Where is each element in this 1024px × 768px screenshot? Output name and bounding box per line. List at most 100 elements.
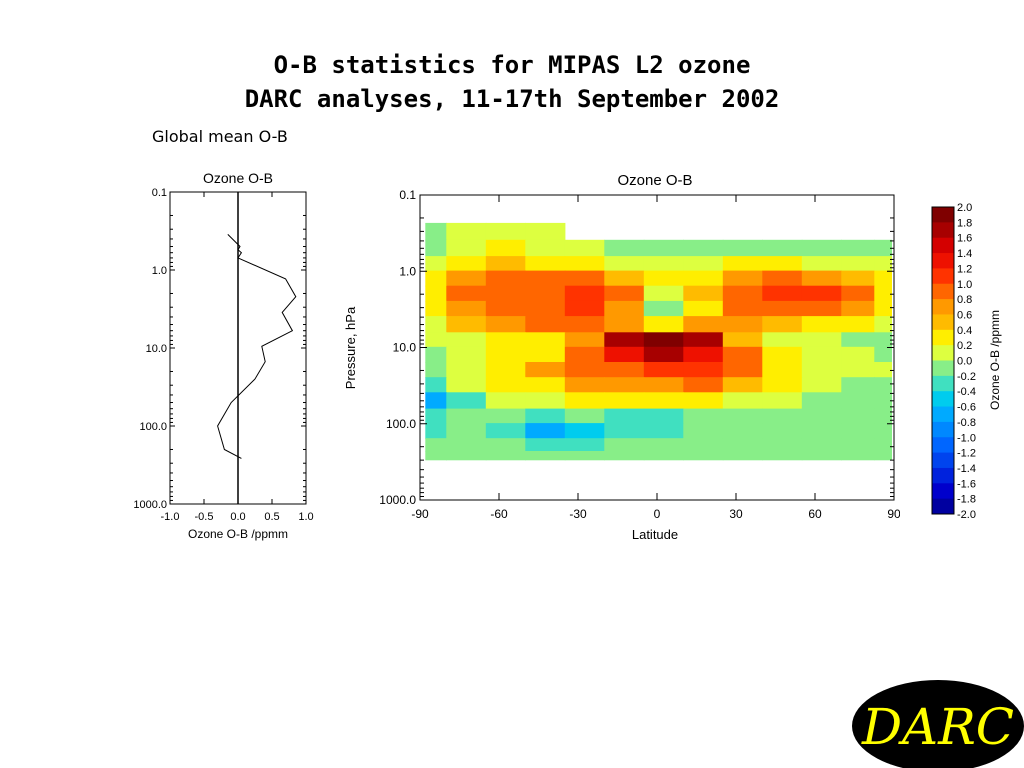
heatmap-cell	[485, 316, 526, 333]
heatmap-cell	[564, 423, 605, 439]
heatmap-cell	[874, 300, 892, 317]
heatmap-cell	[801, 285, 842, 302]
colorbar-tick-label: -1.4	[957, 463, 976, 475]
heatmap-cell	[525, 316, 566, 333]
heatmap-cells	[425, 222, 892, 461]
heatmap-cell	[446, 256, 487, 272]
heatmap-cell	[722, 316, 763, 333]
heatmap-cell	[762, 423, 803, 439]
profile-x-tick-label: -0.5	[195, 511, 214, 523]
heatmap-cell	[485, 222, 526, 241]
heatmap-cell	[485, 239, 526, 257]
colorbar-swatch	[932, 299, 954, 315]
colorbar-tick-label: 1.0	[957, 279, 972, 291]
colorbar-swatch	[932, 406, 954, 423]
heatmap-x-axis: -90 -60 -30 0 30 60 90	[411, 195, 900, 521]
heatmap-cell	[683, 392, 724, 410]
heatmap-cell	[874, 377, 892, 393]
heatmap-x-tick-label: 0	[654, 507, 661, 521]
heatmap-cell	[801, 362, 842, 378]
heatmap-cell	[801, 423, 842, 439]
heatmap-cell	[604, 256, 645, 272]
heatmap-cell	[446, 300, 487, 317]
heatmap-cell	[874, 332, 892, 348]
colorbar-tick-label: 1.2	[957, 263, 972, 275]
colorbar-tick-label: -0.2	[957, 371, 976, 383]
heatmap-cell	[643, 239, 684, 257]
colorbar-swatch	[932, 314, 954, 331]
profile-chart: Ozone O-B 0.1 1.0 10.0 100.0 1000.0 -1.0 -0.5…	[133, 170, 314, 541]
heatmap-cell	[683, 270, 724, 287]
heatmap-cell	[841, 346, 875, 363]
colorbar-tick-label: -0.8	[957, 417, 976, 429]
heatmap-cell	[762, 438, 803, 452]
heatmap-cell	[874, 346, 892, 363]
heatmap-cell	[446, 362, 487, 378]
heatmap-cell	[446, 239, 487, 257]
heatmap-cell	[604, 451, 645, 461]
heatmap-cell	[762, 346, 803, 363]
heatmap-cell	[604, 408, 645, 424]
heatmap-cell	[604, 270, 645, 287]
heatmap-cell	[525, 256, 566, 272]
heatmap-cell	[485, 256, 526, 272]
colorbar-tick-label: 0.6	[957, 310, 972, 322]
heatmap-cell	[841, 451, 875, 461]
profile-x-axis: -1.0 -0.5 0.0 0.5 1.0	[161, 192, 314, 523]
heatmap-cell	[425, 346, 447, 363]
colorbar-tick-label: 0.8	[957, 294, 972, 306]
heatmap-cell	[683, 332, 724, 348]
heatmap-cell	[604, 239, 645, 257]
heatmap-cell	[762, 392, 803, 410]
heatmap-cell	[604, 285, 645, 302]
heatmap-cell	[801, 316, 842, 333]
heatmap-cell	[446, 451, 487, 461]
colorbar-tick-label: -2.0	[957, 509, 976, 521]
heatmap-cell	[762, 270, 803, 287]
heatmap-cell	[446, 377, 487, 393]
heatmap-cell	[446, 285, 487, 302]
logo-text: DARC	[861, 698, 1014, 756]
colorbar-swatch	[932, 222, 954, 239]
heatmap-cell	[425, 392, 447, 410]
heatmap-cell	[762, 332, 803, 348]
heatmap-cell	[604, 300, 645, 317]
heatmap-x-tick-label: -60	[490, 507, 508, 521]
colorbar-swatch	[932, 268, 954, 285]
colorbar-tick-label: 0.2	[957, 340, 972, 352]
heatmap-cell	[446, 392, 487, 410]
heatmap-cell	[801, 270, 842, 287]
heatmap-cell	[525, 300, 566, 317]
heatmap-cell	[643, 408, 684, 424]
heatmap-cell	[841, 270, 875, 287]
heatmap-x-tick-label: 60	[808, 507, 822, 521]
colorbar-tick-label: -1.6	[957, 478, 976, 490]
heatmap-cell	[874, 239, 892, 257]
heatmap-y-tick-label: 1000.0	[379, 493, 416, 507]
heatmap-cell	[425, 408, 447, 424]
heatmap-cell	[801, 451, 842, 461]
profile-y-tick-label: 10.0	[146, 343, 167, 355]
heatmap-cell	[564, 239, 605, 257]
heatmap-cell	[874, 423, 892, 439]
heatmap-cell	[446, 222, 487, 241]
heatmap-cell	[762, 316, 803, 333]
heatmap-cell	[425, 377, 447, 393]
heatmap-cell	[762, 362, 803, 378]
darc-logo: DARC	[852, 680, 1024, 768]
heatmap-cell	[425, 285, 447, 302]
profile-x-tick-label: 0.5	[264, 511, 279, 523]
heatmap-cell	[643, 362, 684, 378]
colorbar-tick-label: 1.6	[957, 233, 972, 245]
heatmap-cell	[762, 285, 803, 302]
heatmap-cell	[683, 438, 724, 452]
heatmap-cell	[841, 408, 875, 424]
profile-xlabel: Ozone O-B /ppmm	[188, 527, 288, 541]
heatmap-cell	[874, 270, 892, 287]
heatmap-cell	[841, 392, 875, 410]
heatmap-cell	[683, 408, 724, 424]
heatmap-y-tick-label: 1.0	[399, 264, 416, 278]
colorbar-label: Ozone O-B /ppmm	[988, 310, 1002, 410]
heatmap-cell	[525, 377, 566, 393]
heatmap-xlabel: Latitude	[632, 527, 678, 542]
